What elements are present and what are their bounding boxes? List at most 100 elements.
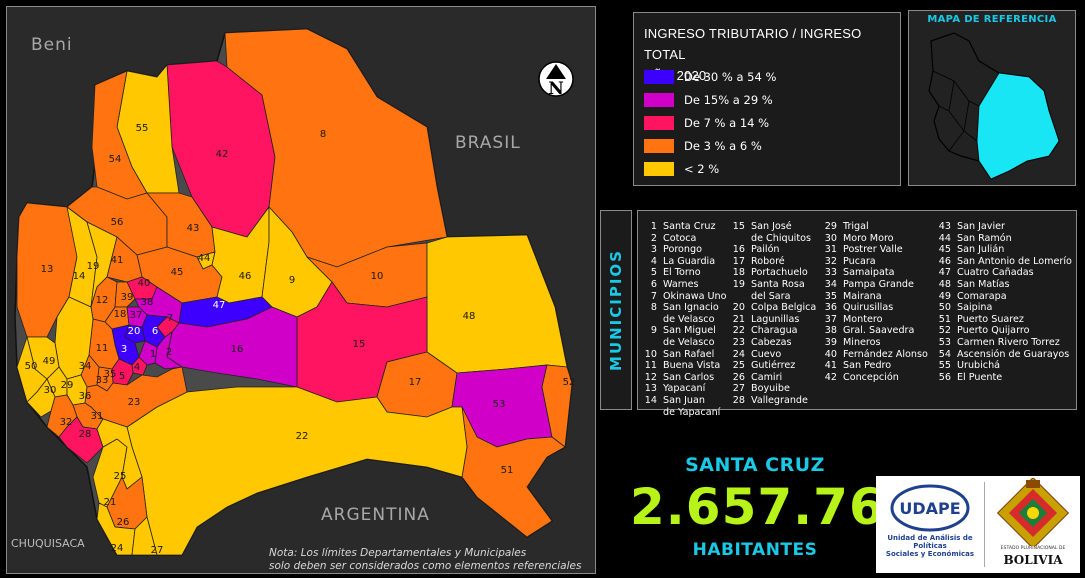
municipio-name: de Yapacaní: [663, 406, 721, 418]
region-label-49: 49: [43, 356, 56, 367]
municipio-name: Pampa Grande: [843, 278, 914, 290]
region-label-6: 6: [152, 326, 158, 337]
municipio-number: 18: [732, 267, 745, 279]
municipio-list-item: de Velasco: [642, 314, 726, 326]
municipio-list-item: 24 Cuevo: [730, 349, 816, 361]
municipio-name: Charagua: [751, 325, 798, 337]
municipio-list-item: 38 Gral. Saavedra: [822, 325, 928, 337]
region-24: [96, 502, 136, 556]
municipio-list-item: del Sara: [730, 291, 816, 303]
population-unit: HABITANTES: [692, 540, 818, 560]
municipio-list-item: 4 La Guardia: [642, 256, 726, 268]
municipio-list-item: 54 Ascensión de Guarayos: [936, 349, 1072, 361]
municipio-number: 52: [938, 325, 951, 337]
region-label-36: 36: [79, 391, 92, 402]
municipio-name: Yapacaní: [663, 383, 706, 395]
municipio-number: 8: [650, 302, 657, 314]
municipio-name: La Guardia: [663, 255, 716, 267]
municipio-name: Gral. Saavedra: [843, 325, 915, 337]
municipio-name: Comarapa: [957, 290, 1007, 302]
municipio-list-item: 3 Porongo: [642, 244, 726, 256]
region-51: [461, 406, 566, 538]
municipio-name: San Matías: [957, 278, 1010, 290]
municipio-name: Mineros: [843, 336, 881, 348]
region-label-23: 23: [128, 397, 141, 408]
municipio-name: San Juan: [663, 394, 705, 406]
region-label-46: 46: [239, 271, 252, 282]
municipio-number: 19: [732, 278, 745, 290]
municipio-number: 36: [824, 302, 837, 314]
municipio-list-item: de Velasco: [642, 337, 726, 349]
municipio-number: 44: [938, 232, 951, 244]
municipio-list-item: 21 Lagunillas: [730, 314, 816, 326]
region-label-2: 2: [166, 347, 172, 358]
municipio-number: 50: [938, 302, 951, 314]
municipio-number: 2: [650, 232, 657, 244]
udape-logo-line2: Sociales y Económicas: [885, 550, 975, 558]
municipio-list-item: 6 Warnes: [642, 279, 726, 291]
reference-map-panel: MAPA DE REFERENCIA: [908, 10, 1076, 186]
municipio-number: 49: [938, 290, 951, 302]
region-label-26: 26: [117, 517, 130, 528]
municipio-name: Portachuelo: [751, 267, 808, 279]
udape-logo-line1: Unidad de Análisis de Políticas: [887, 534, 973, 550]
municipio-list-item: 47 Cuatro Cañadas: [936, 267, 1072, 279]
municipio-list-item: 36 Quirusillas: [822, 302, 928, 314]
region-label-16: 16: [231, 344, 244, 355]
region-label-25: 25: [114, 471, 127, 482]
municipio-list-item: 50 Saipina: [936, 302, 1072, 314]
municipio-number: 40: [824, 348, 837, 360]
municipio-number: 37: [824, 313, 837, 325]
municipio-number: 14: [644, 394, 657, 406]
region-label-15: 15: [353, 339, 366, 350]
municipio-name: Boyuibe: [751, 383, 790, 395]
municipio-list-item: 42 Concepción: [822, 372, 928, 384]
udape-logo-text: Unidad de Análisis de Políticas Sociales…: [878, 534, 982, 558]
legend-label: De 7 % a 14 %: [684, 116, 770, 130]
municipio-name: Trigal: [843, 221, 869, 232]
udape-logo: UDAPE: [890, 484, 970, 532]
legend-item: De 7 % a 14 %: [644, 114, 769, 132]
municipio-list-item: 41 San Pedro: [822, 360, 928, 372]
logo-divider: [984, 482, 985, 567]
region-label-19: 19: [87, 261, 100, 272]
region-label-52: 52: [563, 377, 576, 388]
municipio-list-item: 37 Montero: [822, 314, 928, 326]
municipio-list-item: de Chiquitos: [730, 233, 816, 245]
municipio-number: 11: [644, 360, 657, 372]
municipio-name: del Sara: [751, 290, 791, 302]
region-label-7: 7: [167, 313, 173, 324]
municipio-name: San Rafael: [663, 348, 715, 360]
municipio-list-item: 26 Camiri: [730, 372, 816, 384]
municipio-number: 53: [938, 336, 951, 348]
municipio-number: 35: [824, 290, 837, 302]
region-label-12: 12: [96, 295, 109, 306]
municipio-name: Camiri: [751, 371, 783, 383]
municipio-list-item: 48 San Matías: [936, 279, 1072, 291]
region-label-11: 11: [96, 343, 109, 354]
municipio-name: Urubichá: [957, 360, 1001, 372]
municipio-name: de Velasco: [663, 336, 715, 348]
legend-title-line1: INGRESO TRIBUTARIO / INGRESO TOTAL: [644, 26, 862, 62]
region-label-8: 8: [320, 129, 326, 140]
region-label-53: 53: [493, 399, 506, 410]
municipio-name: Pailón: [751, 244, 780, 256]
region-label-38: 38: [141, 297, 154, 308]
reference-map-title: MAPA DE REFERENCIA: [927, 14, 1057, 25]
municipio-number: [730, 291, 745, 303]
municipio-list-item: 5 El Torno: [642, 267, 726, 279]
municipios-column-2: 15 San José de Chiquitos 16 Pailón 17 Roboré 18…: [730, 221, 817, 407]
legend-swatch: [644, 162, 674, 176]
region-label-14: 14: [73, 271, 86, 282]
region-label-54: 54: [109, 154, 122, 165]
municipio-name: San Ramón: [957, 232, 1012, 244]
municipio-number: 9: [650, 325, 657, 337]
legend-label: De 30 % a 54 %: [684, 70, 777, 84]
municipio-number: 25: [732, 360, 745, 372]
municipio-name: Puerto Suarez: [957, 313, 1024, 325]
municipio-number: 15: [732, 221, 745, 232]
municipio-name: San José: [751, 221, 792, 232]
municipio-number: 3: [650, 244, 657, 256]
region-1: [138, 340, 158, 366]
municipio-name: Fernández Alonso: [843, 348, 928, 360]
